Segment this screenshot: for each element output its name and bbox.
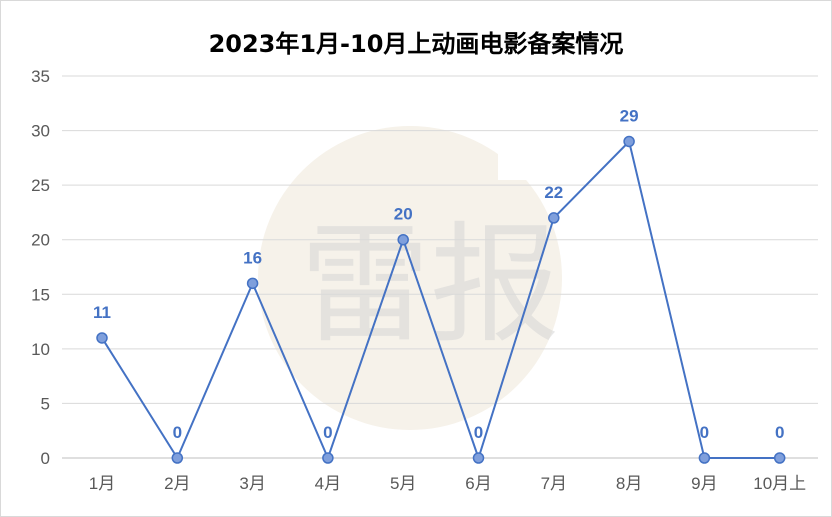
- y-tick-label: 35: [31, 67, 50, 86]
- data-labels: 11 0 16 0 20 0 22 29 0 0: [93, 106, 784, 442]
- x-tick-label: 8月: [616, 474, 642, 493]
- data-point: [472, 452, 485, 464]
- x-tick-label: 9月: [691, 474, 717, 493]
- x-tick-label: 5月: [390, 474, 416, 493]
- watermark-text: 雷报: [300, 209, 560, 361]
- data-label: 0: [700, 423, 709, 442]
- watermark-circle: [258, 126, 562, 430]
- watermark: 雷报: [258, 118, 568, 430]
- x-tick-label: 3月: [239, 474, 265, 493]
- data-label: 11: [93, 303, 111, 322]
- data-point: [246, 277, 259, 290]
- y-tick-label: 25: [31, 176, 50, 195]
- data-label: 16: [243, 248, 262, 267]
- x-tick-label: 7月: [541, 474, 567, 493]
- gridlines: [62, 75, 818, 459]
- data-label: 0: [323, 423, 332, 442]
- data-label: 0: [474, 423, 483, 442]
- data-label: 20: [394, 205, 413, 224]
- data-point: [773, 452, 786, 464]
- y-tick-label: 15: [31, 285, 50, 304]
- y-tick-label: 20: [31, 231, 50, 250]
- data-point: [698, 452, 711, 464]
- x-tick-label: 6月: [465, 474, 491, 493]
- data-point: [322, 452, 334, 464]
- data-point: [397, 233, 409, 246]
- data-label: 29: [620, 106, 639, 125]
- x-tick-label: 2月: [164, 474, 190, 493]
- x-tick-label: 4月: [315, 474, 341, 493]
- data-point: [96, 332, 108, 344]
- y-axis-ticks: 0 5 10 15 20 25 30 35: [31, 67, 50, 468]
- x-tick-label: 1月: [89, 474, 115, 493]
- y-tick-label: 0: [41, 449, 50, 468]
- y-tick-label: 10: [31, 340, 50, 359]
- y-tick-label: 30: [31, 122, 50, 141]
- x-tick-label: 10月上: [753, 474, 806, 493]
- chart-title: 2023年1月-10月上动画电影备案情况: [208, 30, 624, 58]
- data-label: 0: [775, 423, 784, 442]
- data-label: 22: [544, 183, 563, 202]
- data-point: [623, 135, 635, 148]
- series-markers: [96, 135, 786, 464]
- data-label: 0: [173, 423, 182, 442]
- x-axis-ticks: 1月 2月 3月 4月 5月 6月 7月 8月 9月 10月上: [89, 474, 806, 493]
- data-point: [171, 452, 184, 464]
- y-tick-label: 5: [41, 394, 50, 413]
- data-point: [548, 212, 560, 224]
- series-line: [101, 139, 780, 462]
- watermark-notch: [498, 118, 568, 180]
